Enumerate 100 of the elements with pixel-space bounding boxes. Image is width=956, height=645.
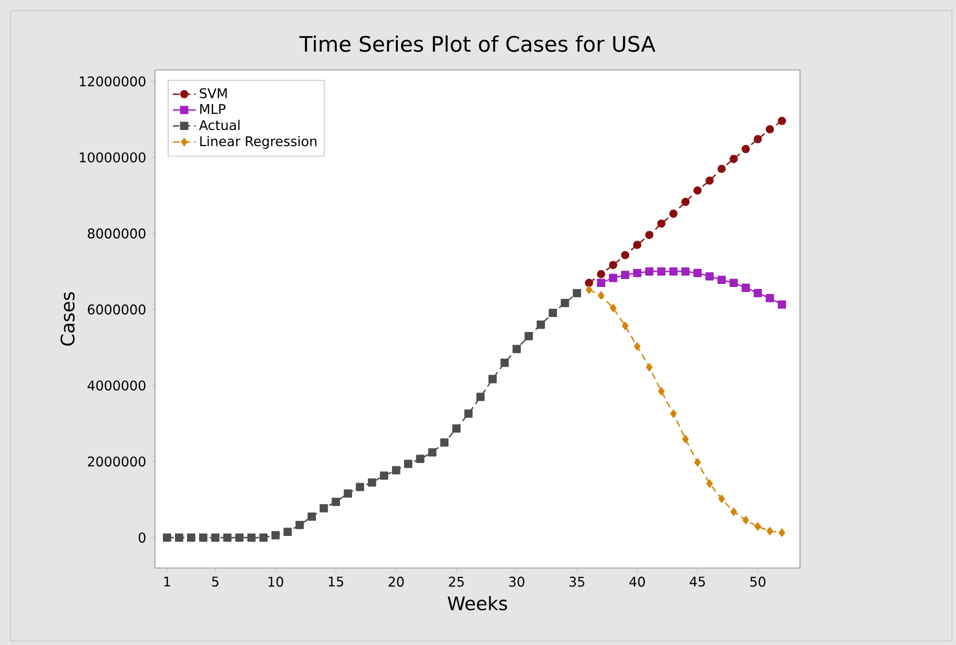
x-tick-label: 10 [268, 576, 284, 587]
point [742, 516, 750, 524]
point [586, 286, 592, 294]
point [296, 520, 304, 530]
y-tick-label: 0 [138, 532, 146, 543]
point [259, 533, 268, 542]
point [657, 219, 666, 228]
point [682, 434, 689, 444]
y-axis-title: Cases [60, 292, 75, 346]
legend-label: Linear Regression [200, 136, 316, 149]
point [778, 116, 786, 126]
point [633, 268, 642, 278]
point [332, 498, 340, 506]
y-tick-label: 4000000 [88, 380, 146, 391]
point [488, 374, 497, 384]
point [598, 291, 604, 300]
point [754, 522, 762, 531]
point [681, 267, 690, 276]
point [693, 186, 702, 195]
point [646, 363, 653, 372]
point [380, 471, 388, 480]
point [706, 479, 713, 488]
point [608, 274, 618, 282]
point [596, 270, 606, 278]
point [742, 284, 750, 292]
point [428, 448, 436, 457]
point [766, 125, 774, 134]
chart-title: Time Series Plot of Cases for USA [299, 35, 656, 52]
point [356, 482, 364, 492]
point [610, 304, 616, 312]
point [524, 332, 533, 340]
point [235, 533, 244, 542]
point [416, 454, 424, 464]
point [705, 176, 714, 185]
point [199, 533, 208, 542]
y-tick-label: 10000000 [80, 152, 146, 162]
point [718, 494, 725, 503]
legend-label: MLP [200, 104, 226, 114]
x-tick-label: 40 [629, 576, 645, 587]
point [162, 533, 172, 542]
point [247, 533, 256, 542]
point [548, 308, 557, 318]
point [404, 460, 412, 468]
x-axis-title: Weeks [448, 596, 508, 610]
x-tick-label: 5 [212, 576, 218, 587]
point [622, 322, 628, 330]
point [283, 528, 292, 536]
point [584, 278, 594, 288]
point [718, 276, 726, 284]
x-tick-label: 20 [388, 576, 404, 587]
point [705, 272, 714, 281]
point [344, 489, 352, 498]
point [778, 300, 786, 309]
point [766, 294, 774, 302]
point [392, 466, 400, 474]
point [634, 342, 641, 350]
point [742, 144, 750, 154]
point [596, 278, 606, 288]
point [476, 392, 485, 402]
point [500, 358, 509, 367]
point [223, 533, 232, 542]
point [645, 230, 654, 240]
point [778, 528, 786, 537]
point [320, 504, 328, 512]
point [694, 458, 701, 466]
legend-label: Actual [199, 120, 240, 130]
y-tick-label: 6000000 [88, 304, 146, 315]
point [633, 240, 642, 249]
y-tick-label: 8000000 [88, 228, 146, 238]
y-tick-label: 12000000 [80, 76, 146, 86]
point [368, 478, 376, 487]
legend-label: SVM [200, 88, 227, 98]
point [718, 164, 726, 173]
x-tick-label: 30 [509, 576, 524, 587]
x-tick-label: 50 [750, 576, 766, 587]
point [669, 267, 678, 276]
point [174, 533, 184, 542]
point [766, 526, 774, 536]
point [681, 198, 690, 206]
point [754, 289, 762, 298]
point [271, 531, 280, 540]
x-tick-label: 25 [448, 576, 464, 587]
point [670, 410, 677, 418]
point [512, 344, 521, 354]
x-tick-label: 45 [690, 576, 705, 587]
point [187, 533, 196, 542]
point [211, 533, 220, 542]
point [572, 289, 582, 298]
point [730, 278, 738, 288]
point [693, 268, 702, 278]
point [536, 320, 545, 329]
x-tick-label: 15 [328, 576, 344, 587]
point [621, 270, 630, 280]
x-tick-label: 1 [164, 576, 170, 586]
point [645, 267, 654, 276]
point [730, 508, 737, 516]
point [608, 260, 618, 270]
point [669, 210, 678, 218]
point [464, 410, 473, 418]
point [308, 512, 316, 521]
